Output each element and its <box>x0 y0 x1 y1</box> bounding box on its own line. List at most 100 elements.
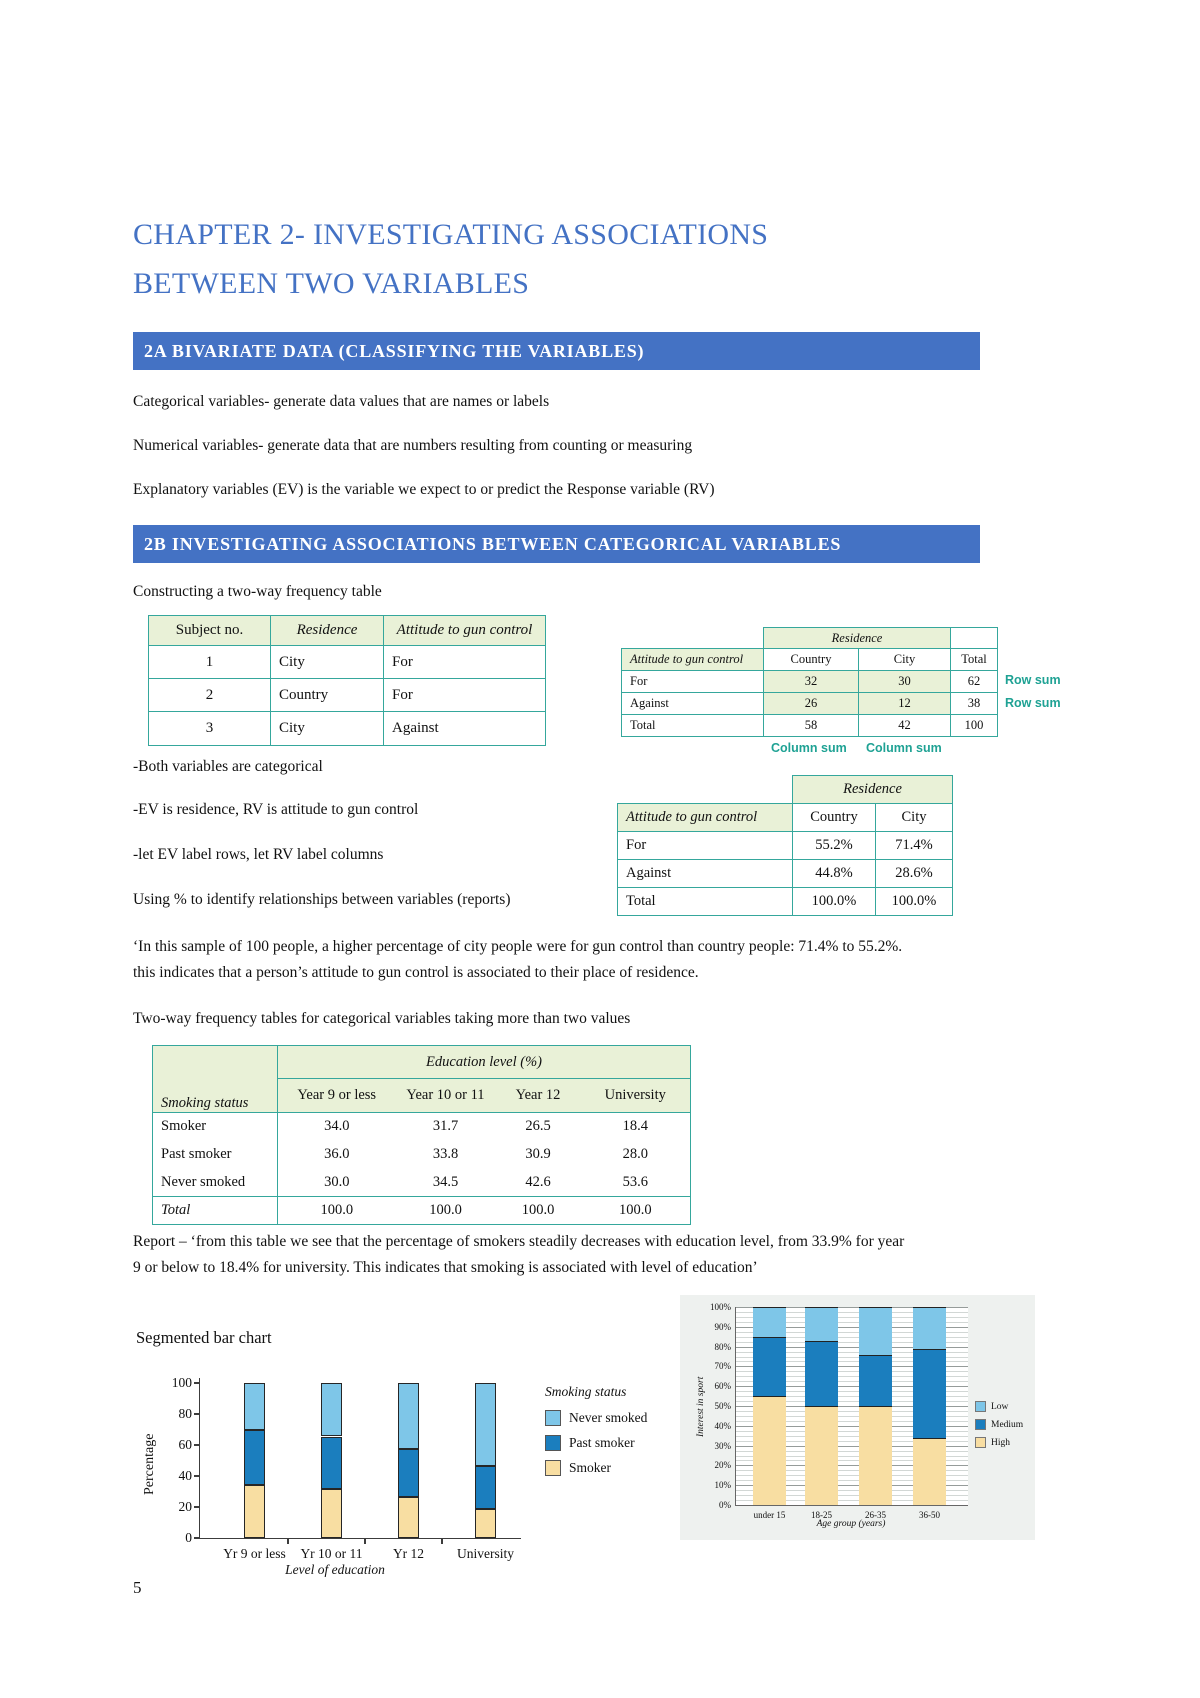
bar-segment <box>805 1406 838 1505</box>
table-cell: 3 <box>148 711 271 746</box>
legend-item: Smoker <box>545 1460 647 1476</box>
x-axis-title: Age group (years) <box>816 1519 886 1529</box>
table-cell: For <box>621 670 764 693</box>
col-header: Country <box>763 648 859 671</box>
paragraph-categorical: Categorical variables- generate data val… <box>133 393 550 410</box>
table-cell: Never smoked <box>152 1168 278 1197</box>
table-cell: 31.7 <box>432 1118 459 1135</box>
legend-item: High <box>975 1437 1023 1448</box>
x-tick-label: under 15 <box>753 1510 786 1520</box>
y-tick-label: 20 <box>178 1499 193 1514</box>
table-cell: 33.8 <box>432 1146 459 1162</box>
sport-chart-legend-items: Low Medium High <box>975 1401 1023 1455</box>
legend-label: Low <box>991 1401 1009 1412</box>
bar-segment <box>913 1348 946 1438</box>
paragraph-numerical: Numerical variables- generate data that … <box>133 437 693 454</box>
gridline <box>736 1415 968 1417</box>
table-cell: 2 <box>148 678 271 712</box>
gridline <box>736 1495 968 1497</box>
bar-segment <box>321 1383 342 1437</box>
table-cell: 58 <box>763 714 859 737</box>
subject-table-header: Residence <box>270 615 384 646</box>
y-tick-label: 80 <box>178 1406 193 1421</box>
bar-segment <box>859 1307 892 1355</box>
table-cell: 100.0 <box>580 1196 691 1225</box>
bar-segment <box>913 1307 946 1349</box>
table-cell: 71.4% <box>875 831 953 860</box>
gridline <box>736 1455 968 1457</box>
table-cell: 1 <box>148 645 271 679</box>
bar-segment <box>321 1436 342 1489</box>
bar-segment <box>398 1496 419 1538</box>
gridline <box>736 1376 968 1378</box>
subject-table-header: Attitude to gun control <box>383 615 546 646</box>
y-tick-label: 100 <box>171 1375 192 1390</box>
gridline <box>736 1465 968 1467</box>
table-cell: 28.6% <box>875 859 953 888</box>
table-cell: 42 <box>857 714 952 737</box>
section-2a-heading: 2A BIVARIATE DATA (CLASSIFYING THE VARIA… <box>133 332 980 370</box>
y-tick-label: 0% <box>719 1500 731 1510</box>
table-cell: 42.6 <box>525 1173 551 1190</box>
gridline <box>736 1386 968 1388</box>
y-tick-label: 0 <box>185 1530 192 1545</box>
table-cell: Against <box>617 859 793 888</box>
gridline <box>736 1307 968 1308</box>
paragraph-explanatory: Explanatory variables (EV) is the variab… <box>133 481 715 498</box>
subject-table: Subject no. Residence Attitude to gun co… <box>148 615 546 746</box>
bar-segment <box>805 1340 838 1406</box>
table-cell: 32 <box>763 670 859 693</box>
col-header: Total <box>950 648 999 671</box>
y-tick-label: 50% <box>714 1401 732 1411</box>
gridline <box>736 1396 968 1398</box>
y-tick-mark <box>194 1382 200 1384</box>
seg-chart-legend-items: Never smoked Past smoker Smoker <box>545 1410 647 1476</box>
subject-table-header: Subject no. <box>148 615 271 646</box>
table-cell: 62 <box>950 670 999 693</box>
page-number: 5 <box>133 1578 142 1597</box>
gridline <box>736 1410 968 1412</box>
section-2b-heading: 2B INVESTIGATING ASSOCIATIONS BETWEEN CA… <box>133 525 980 563</box>
smoking-education-table: Smoking status Education level (%) Year … <box>152 1045 692 1225</box>
column-sum-annotation: Column sum <box>771 741 847 755</box>
x-tick-label: Yr 12 <box>392 1546 425 1561</box>
span-header: Education level (%) <box>277 1045 691 1079</box>
bar-segment <box>244 1429 265 1486</box>
segmented-chart-label: Segmented bar chart <box>136 1328 272 1347</box>
note: -Both variables are categorical <box>133 758 323 775</box>
gridline <box>736 1336 968 1338</box>
table-cell: 26 <box>763 692 859 715</box>
legend-item: Medium <box>975 1419 1023 1430</box>
legend-swatch <box>975 1437 986 1448</box>
page-title-line2: BETWEEN TWO VARIABLES <box>133 267 530 300</box>
bar-segment <box>859 1354 892 1406</box>
bar-segment <box>475 1383 496 1467</box>
gridline <box>736 1430 968 1432</box>
gridline <box>736 1485 968 1487</box>
gridline <box>736 1420 968 1422</box>
bar-segment <box>805 1307 838 1341</box>
legend-item: Past smoker <box>545 1435 647 1451</box>
bar-segment <box>244 1485 265 1538</box>
table-cell: 18.4 <box>622 1118 648 1135</box>
gridline <box>736 1460 968 1462</box>
bar-segment <box>475 1466 496 1510</box>
col-header: Year 9 or less <box>277 1078 396 1113</box>
gridline <box>736 1500 968 1502</box>
paragraph-constructing: Constructing a two-way frequency table <box>133 583 382 600</box>
page-title-line1: CHAPTER 2- INVESTIGATING ASSOCIATIONS <box>133 218 769 251</box>
gridline <box>736 1321 968 1323</box>
table-cell: For <box>617 831 793 860</box>
bar-segment <box>398 1383 419 1450</box>
table-cell: 34.5 <box>432 1173 459 1190</box>
gridline <box>736 1361 968 1363</box>
table-cell: For <box>383 678 546 712</box>
col-header: Year 12 <box>495 1078 581 1113</box>
table-cell: Total <box>152 1196 278 1225</box>
legend-item: Never smoked <box>545 1410 647 1426</box>
bar-segment <box>753 1336 786 1397</box>
row-header: Attitude to gun control <box>617 803 793 832</box>
gridline <box>736 1351 968 1353</box>
x-tick-mark <box>287 1538 289 1544</box>
